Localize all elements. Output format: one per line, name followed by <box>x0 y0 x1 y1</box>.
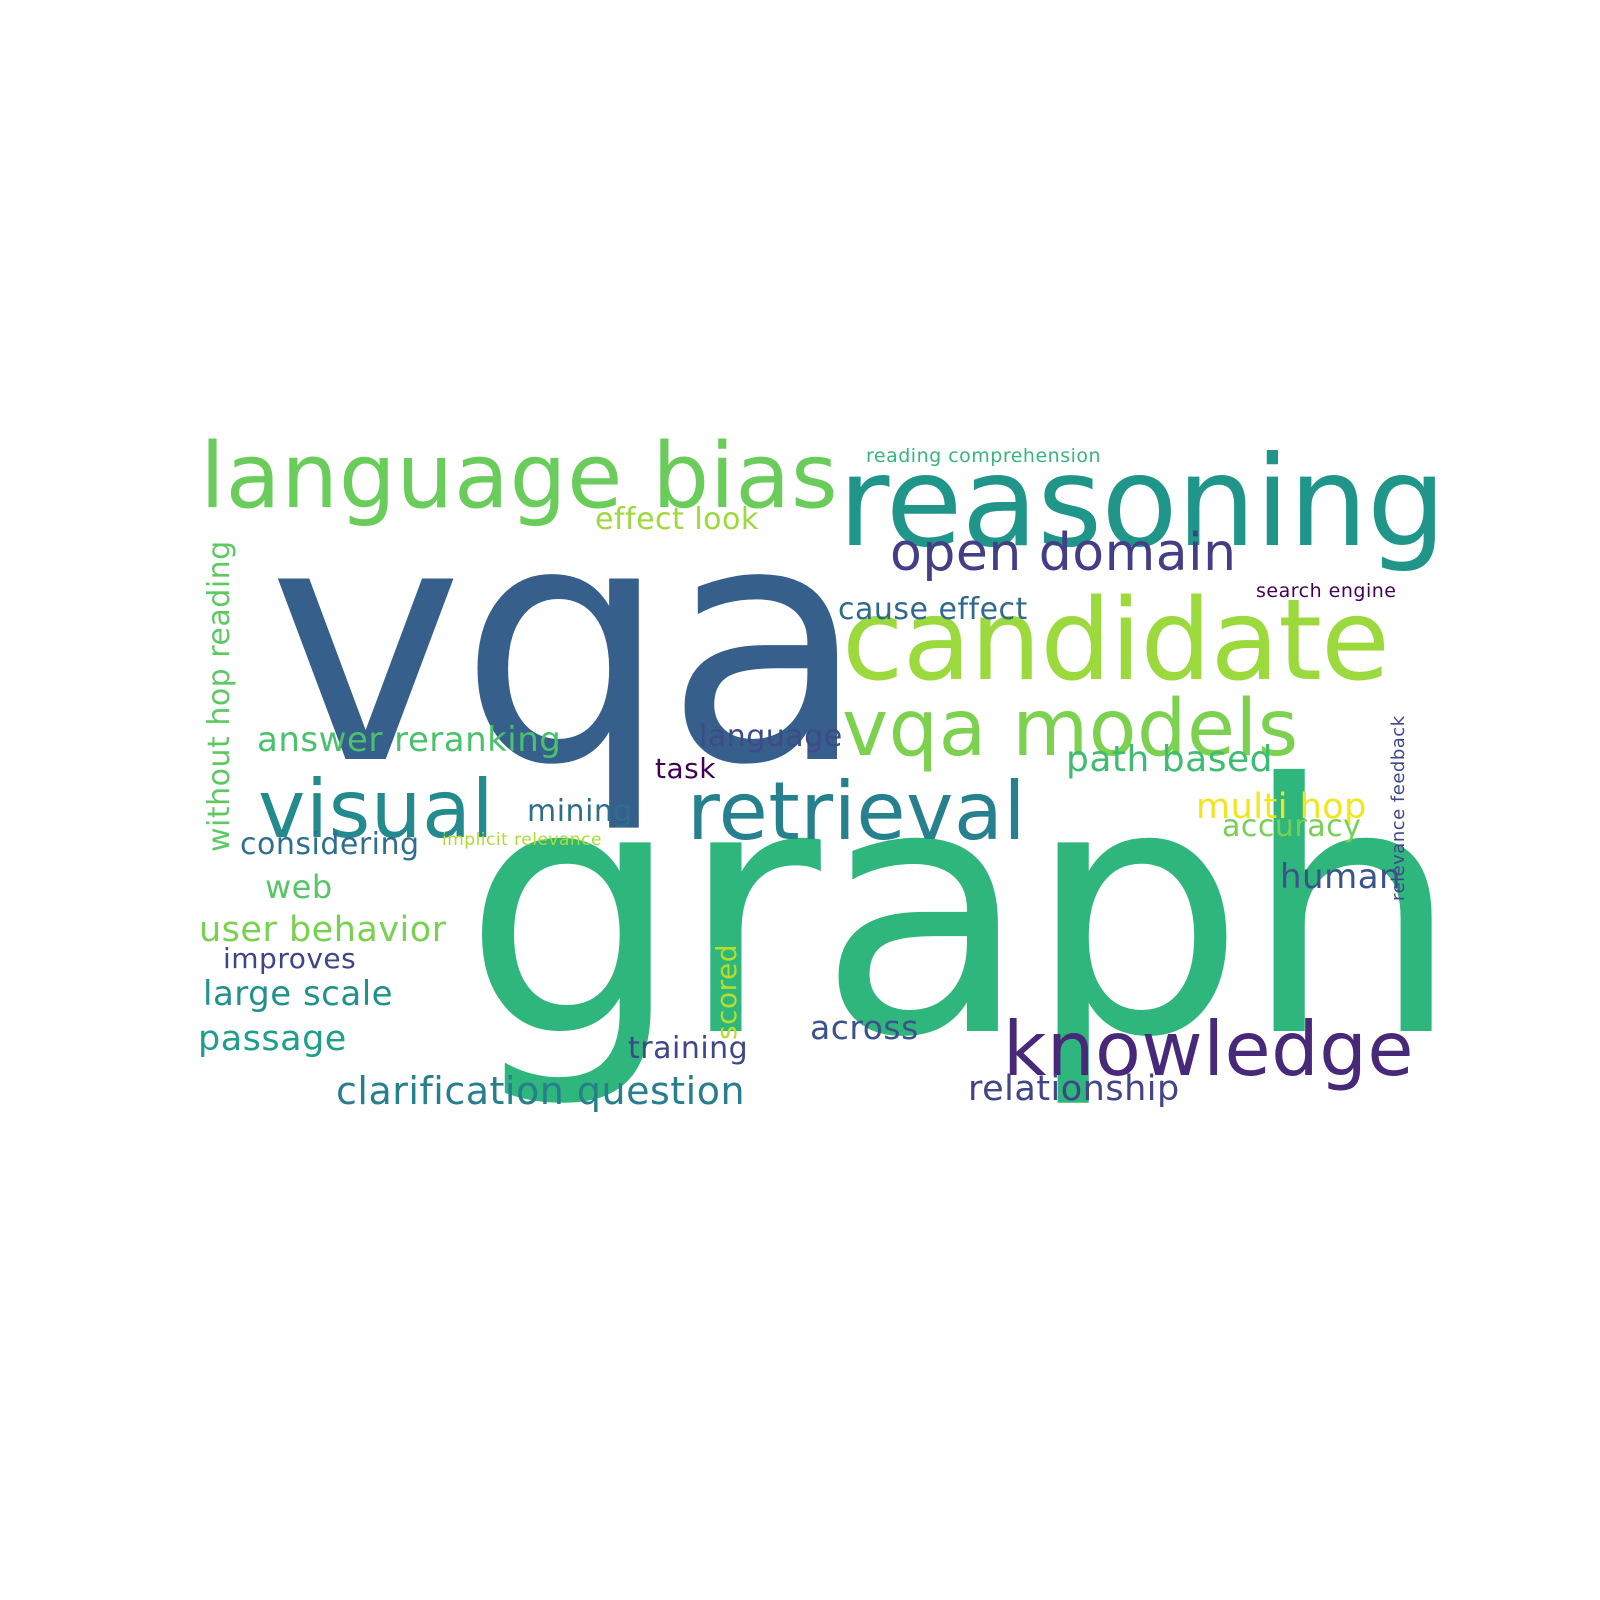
word-without-hop-reading: without hop reading <box>202 540 237 852</box>
word-improves: improves <box>223 942 357 975</box>
word-language: language <box>699 719 843 754</box>
word-relevance-feedback: relevance feedback <box>1388 715 1409 901</box>
word-scored: scored <box>710 943 743 1040</box>
word-visual: visual <box>258 763 495 856</box>
word-mining: mining <box>527 794 633 829</box>
word-vqa-models: vqa models <box>842 684 1299 774</box>
word-retrieval: retrieval <box>687 765 1027 858</box>
word-open-domain: open domain <box>890 523 1237 583</box>
word-answer-reranking: answer reranking <box>257 720 562 760</box>
word-search-engine: search engine <box>1256 580 1397 602</box>
word-language-bias: language bias <box>200 424 839 529</box>
word-task: task <box>655 752 716 785</box>
word-graph: graph <box>463 712 1461 1113</box>
word-cause-effect: cause effect <box>838 592 1028 627</box>
word-across: across <box>810 1008 919 1047</box>
word-user-behavior: user behavior <box>199 910 447 950</box>
word-multi-hop: multi hop <box>1196 787 1367 827</box>
word-relationship: relationship <box>968 1069 1180 1109</box>
word-clarification-question: clarification question <box>336 1069 746 1113</box>
word-human: human <box>1280 857 1402 897</box>
word-candidate: candidate <box>842 576 1390 706</box>
word-reasoning: reasoning <box>838 430 1446 575</box>
word-considering: considering <box>240 827 420 862</box>
word-passage: passage <box>198 1019 347 1059</box>
word-path-based: path based <box>1066 739 1273 780</box>
word-knowledge: knowledge <box>1003 1005 1415 1093</box>
word-vqa: vqa <box>268 453 867 837</box>
word-effect-look: effect look <box>595 502 759 537</box>
word-large-scale: large scale <box>203 974 394 1014</box>
word-accuracy: accuracy <box>1222 809 1362 844</box>
word-training: training <box>628 1031 749 1066</box>
word-reading-comprehension: reading comprehension <box>866 445 1102 467</box>
word-web: web <box>265 868 333 906</box>
word-implicit-relevance: implicit relevance <box>442 830 602 850</box>
